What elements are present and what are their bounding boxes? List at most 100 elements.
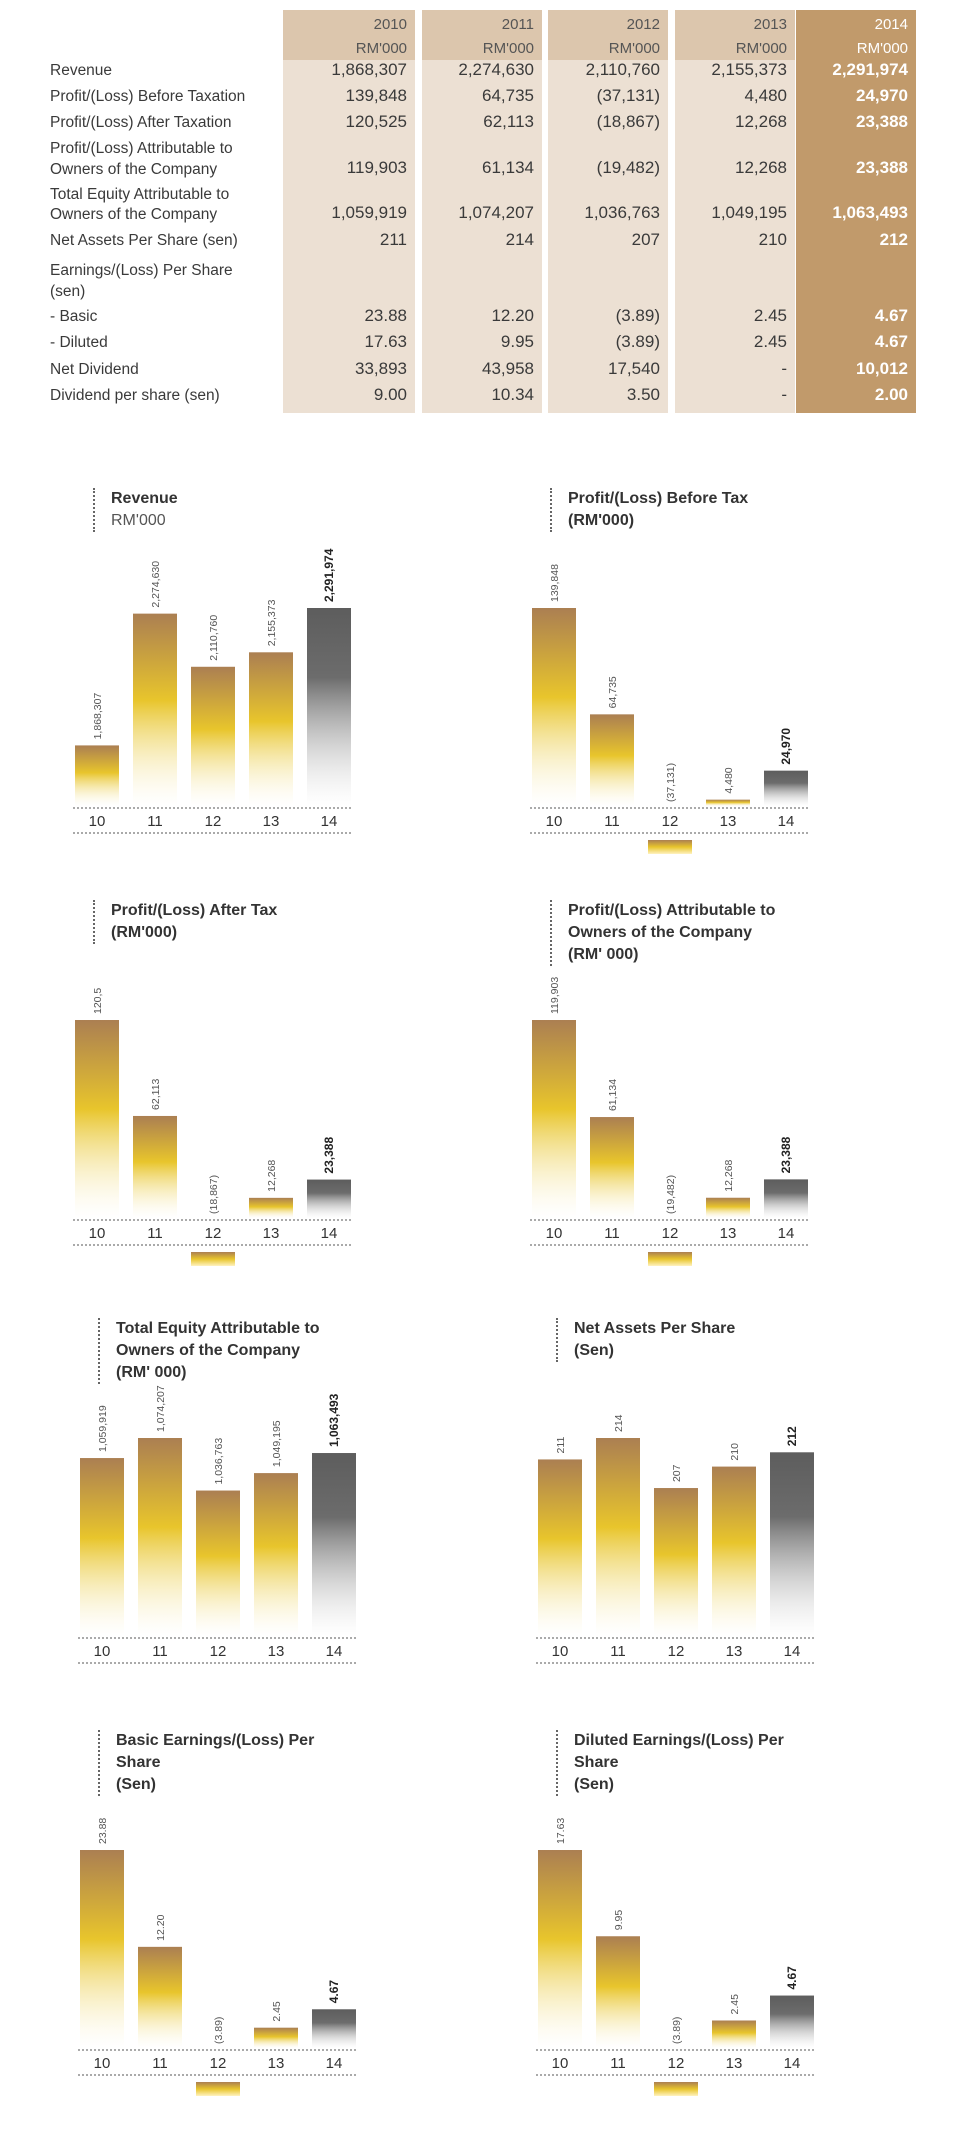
- chart-data-label: 1,063,493: [327, 1393, 341, 1447]
- chart-tick-label: 12: [662, 1225, 679, 1242]
- table-row-label: Revenue: [50, 62, 112, 79]
- chart-data-label: 2.45: [729, 1994, 741, 2015]
- table-cell: (37,131): [597, 86, 660, 105]
- chart-title: Profit/(Loss) After Tax (RM'000): [93, 900, 277, 944]
- table-unit-header: RM'000: [736, 40, 787, 57]
- chart-data-label: 1,049,195: [271, 1420, 283, 1467]
- chart-data-label: 9.95: [613, 1910, 625, 1931]
- chart-tick-label: 12: [210, 1643, 227, 1660]
- table-row-label: Owners of the Company: [50, 206, 217, 223]
- table-cell: 23.88: [364, 306, 407, 325]
- table-cell: 10,012: [856, 359, 908, 378]
- chart-tick-label: 14: [321, 813, 338, 830]
- chart-tick-label: 10: [89, 1225, 106, 1242]
- table-row-label: (sen): [50, 283, 85, 300]
- chart-tick-label: 13: [268, 2055, 285, 2072]
- chart-bar-14: [307, 608, 351, 806]
- chart-net-assets-per-share: Net Assets Per Share (Sen) 211 10 214 11 207 12…: [536, 1318, 866, 1678]
- chart-data-label: 1,036,763: [213, 1438, 225, 1485]
- chart-tick-label: 14: [326, 2055, 343, 2072]
- chart-bar-13: [249, 1197, 293, 1218]
- chart-plot: 23.88 10 12.20 11 (3.89) 12 2.45 13 4.67 14: [78, 1818, 358, 2096]
- table-row-label: - Basic: [50, 308, 98, 325]
- table-cell: (3.89): [616, 332, 660, 351]
- table-cell: 211: [380, 230, 407, 249]
- chart-basic-eps: Basic Earnings/(Loss) Per Share (Sen) 23.8…: [78, 1730, 408, 2096]
- chart-title: Basic Earnings/(Loss) Per Share (Sen): [98, 1730, 356, 1796]
- table-cell: 1,036,763: [584, 203, 660, 222]
- chart-data-label: 62,113: [150, 1078, 162, 1109]
- chart-data-label: 24,970: [779, 728, 793, 765]
- chart-unit-text: (RM'000): [111, 924, 178, 941]
- chart-bar-13: [254, 1473, 298, 1636]
- chart-title-text: Total Equity Attributable to Owners of t…: [116, 1320, 320, 1359]
- table-cell: -: [781, 385, 787, 404]
- chart-unit-text: (RM' 000): [116, 1364, 187, 1381]
- chart-data-label: 120,5: [92, 988, 104, 1014]
- chart-title: Profit/(Loss) Attributable to Owners of …: [550, 900, 808, 966]
- chart-title-text: Net Assets Per Share: [574, 1320, 736, 1337]
- chart-data-label: 4.67: [327, 1980, 341, 2004]
- chart-title: Diluted Earnings/(Loss) Per Share (Sen): [556, 1730, 814, 1796]
- chart-tick-label: 12: [662, 813, 679, 830]
- chart-plot: 119,903 10 61,134 11 (19,482) 12 12,268 13 23,38…: [530, 977, 810, 1266]
- chart-title-text: Profit/(Loss) Attributable to Owners of …: [568, 902, 776, 941]
- chart-bar-12: [654, 1488, 698, 1636]
- table-row-label: Profit/(Loss) Attributable to: [50, 140, 233, 157]
- table-cell: (18,867): [597, 112, 660, 131]
- chart-data-label: 23.88: [97, 1818, 109, 1844]
- table-cell: 4,480: [744, 86, 787, 105]
- table-cell: 1,063,493: [832, 203, 908, 222]
- chart-data-label: 2,291,974: [322, 548, 336, 602]
- table-header-cell: [283, 10, 415, 60]
- table-cell: 23,388: [856, 112, 908, 131]
- chart-data-label: (3.89): [213, 2017, 225, 2044]
- chart-data-label: 212: [785, 1426, 799, 1446]
- table-cell: 2,291,974: [832, 60, 908, 79]
- chart-profit-attributable: Profit/(Loss) Attributable to Owners of …: [530, 900, 860, 1266]
- table-year-header: 2012: [627, 16, 660, 33]
- chart-tick-label: 11: [610, 1643, 626, 1660]
- table-year-header: 2014: [875, 16, 908, 33]
- chart-bar-13: [254, 2027, 298, 2048]
- chart-bar-13: [706, 1197, 750, 1218]
- chart-plot: 1,868,307 10 2,274,630 11 2,110,760 12 2,155,3…: [73, 548, 353, 834]
- table-cell: 2,155,373: [711, 60, 787, 79]
- chart-bar-11: [138, 1946, 182, 2048]
- table-row-label: Net Assets Per Share (sen): [50, 232, 238, 249]
- table-unit-header: RM'000: [356, 40, 407, 57]
- chart-bar-13: [706, 799, 750, 806]
- chart-data-label: (19,482): [665, 1175, 677, 1214]
- chart-profit-after-tax: Profit/(Loss) After Tax (RM'000) 120,5 10 62…: [73, 900, 403, 1266]
- chart-tick-label: 11: [604, 1225, 620, 1242]
- table-cell: 214: [506, 230, 534, 249]
- chart-tick-label: 10: [94, 2055, 111, 2072]
- table-row-label: Dividend per share (sen): [50, 387, 220, 404]
- chart-tick-label: 13: [720, 1225, 737, 1242]
- chart-title-text: Revenue: [111, 490, 178, 507]
- chart-bar-11: [596, 1438, 640, 1636]
- table-row-label: Earnings/(Loss) Per Share: [50, 262, 233, 279]
- chart-bar-12: [191, 1252, 235, 1266]
- table-cell: 2.45: [754, 332, 787, 351]
- chart-tick-label: 11: [152, 1643, 168, 1660]
- table-row-label: Net Dividend: [50, 361, 139, 378]
- chart-total-equity: Total Equity Attributable to Owners of t…: [78, 1318, 408, 1678]
- table-cell: 1,049,195: [711, 203, 787, 222]
- chart-bar-13: [712, 2020, 756, 2048]
- chart-tick-label: 14: [321, 1225, 338, 1242]
- chart-plot: 17.63 10 9.95 11 (3.89) 12 2.45 13 4.67 14: [536, 1818, 816, 2096]
- chart-tick-label: 14: [784, 1643, 801, 1660]
- chart-bar-10: [538, 1850, 582, 2048]
- chart-bar-14: [312, 2009, 356, 2048]
- chart-bar-13: [249, 652, 293, 806]
- chart-tick-label: 10: [546, 813, 563, 830]
- chart-data-label: 12.20: [155, 1914, 167, 1940]
- chart-data-label: 2.45: [271, 2001, 283, 2022]
- chart-tick-label: 12: [205, 1225, 222, 1242]
- table-cell: (19,482): [597, 158, 660, 177]
- table-cell: 2,110,760: [586, 60, 660, 79]
- chart-title: Profit/(Loss) Before Tax (RM'000): [550, 488, 748, 532]
- chart-tick-label: 10: [94, 1643, 111, 1660]
- chart-data-label: (3.89): [671, 2017, 683, 2044]
